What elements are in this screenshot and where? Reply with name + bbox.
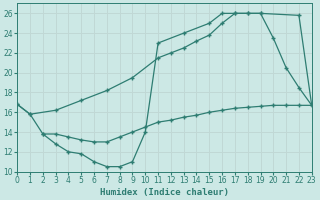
- X-axis label: Humidex (Indice chaleur): Humidex (Indice chaleur): [100, 188, 229, 197]
